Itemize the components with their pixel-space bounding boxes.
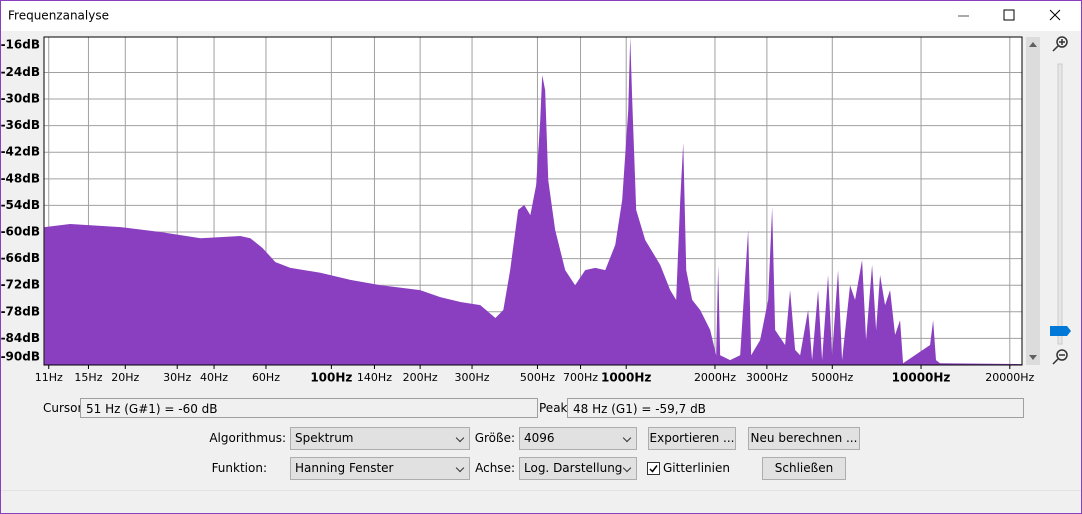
- close-button[interactable]: Schließen: [762, 457, 846, 480]
- x-tick-label: 30Hz: [163, 371, 191, 384]
- x-tick-label: 3000Hz: [746, 371, 788, 384]
- y-tick-label: -72dB: [1, 278, 40, 292]
- x-tick-label: 11Hz: [35, 371, 63, 384]
- y-tick-label: -84dB: [1, 331, 40, 345]
- axis-select[interactable]: Log. Darstellung: [519, 457, 637, 480]
- y-tick-label: -36dB: [1, 118, 40, 132]
- peak-value: 48 Hz (G1) = -59,7 dB: [567, 398, 1024, 418]
- grid-checkbox-label[interactable]: Gitterlinien: [663, 461, 730, 475]
- y-tick-label: -24dB: [1, 65, 40, 79]
- x-tick-label: 40Hz: [200, 371, 228, 384]
- zoom-slider-thumb[interactable]: [1050, 326, 1071, 336]
- scroll-down-arrow[interactable]: [1029, 355, 1037, 360]
- x-tick-label: 700Hz: [563, 371, 598, 384]
- zoom-in-icon-detail: [1052, 39, 1065, 52]
- y-tick-label: -54dB: [1, 198, 40, 212]
- zoom-in-icon[interactable]: [1056, 36, 1068, 48]
- x-tick-label: 500Hz: [520, 371, 555, 384]
- y-tick-label: -42dB: [1, 145, 40, 159]
- y-tick-label: -78dB: [1, 304, 40, 318]
- y-tick-label: -30dB: [1, 92, 40, 106]
- y-tick-label: -16dB: [1, 38, 40, 52]
- x-tick-label: 1000Hz: [601, 371, 651, 385]
- spectrum-area: [44, 37, 1023, 365]
- x-tick-label: 140Hz: [357, 371, 392, 384]
- x-tick-label: 10000Hz: [892, 371, 951, 385]
- function-label: Funktion:: [211, 461, 267, 475]
- y-tick-label: -48dB: [1, 171, 40, 185]
- x-tick-label: 100Hz: [310, 371, 352, 385]
- zoom-out-icon-detail: [1052, 354, 1065, 365]
- vertical-scrollbar[interactable]: [1026, 37, 1040, 365]
- x-tick-label: 300Hz: [455, 371, 490, 384]
- algorithm-label: Algorithmus:: [209, 431, 286, 445]
- maximize-button[interactable]: [1003, 9, 1015, 21]
- x-tick-label: 200Hz: [403, 371, 438, 384]
- x-tick-label: 20000Hz: [985, 371, 1034, 384]
- cursor-label: Cursor:: [43, 401, 87, 415]
- plot-border: [43, 36, 1023, 366]
- close-window-button[interactable]: [1049, 9, 1061, 21]
- title-bar: [1, 1, 1081, 31]
- status-strip: [1, 490, 1081, 513]
- scroll-up-arrow[interactable]: [1029, 42, 1037, 47]
- export-button[interactable]: Exportieren ...: [648, 427, 736, 450]
- spectrum-view: Frequenzanalyse -16dB -24dB -30dB -36dB -42d…: [1, 1, 1081, 385]
- y-tick-label: -66dB: [1, 251, 40, 265]
- x-tick-label: 5000Hz: [811, 371, 853, 384]
- grid-checkbox[interactable]: [647, 462, 660, 475]
- zoom-out-icon[interactable]: [1056, 349, 1068, 361]
- x-tick-label: 2000Hz: [694, 371, 736, 384]
- size-select[interactable]: 4096: [519, 427, 637, 450]
- algorithm-select[interactable]: Spektrum: [290, 427, 470, 450]
- x-tick-label: 20Hz: [111, 371, 139, 384]
- zoom-slider-track[interactable]: [1057, 63, 1063, 345]
- x-tick-label: 15Hz: [74, 371, 102, 384]
- axis-label: Achse:: [475, 461, 515, 475]
- x-tick-label: 60Hz: [252, 371, 280, 384]
- y-tick-label: -90dB: [1, 350, 40, 364]
- recompute-button[interactable]: Neu berechnen ...: [748, 427, 860, 450]
- peak-label: Peak:: [539, 401, 572, 415]
- window-title: Frequenzanalyse: [8, 9, 109, 23]
- size-label: Größe:: [474, 431, 515, 445]
- y-tick-label: -60dB: [1, 225, 40, 239]
- function-select[interactable]: Hanning Fenster: [290, 457, 470, 480]
- cursor-value: 51 Hz (G#1) = -60 dB: [80, 398, 538, 418]
- checkmark: [649, 465, 658, 473]
